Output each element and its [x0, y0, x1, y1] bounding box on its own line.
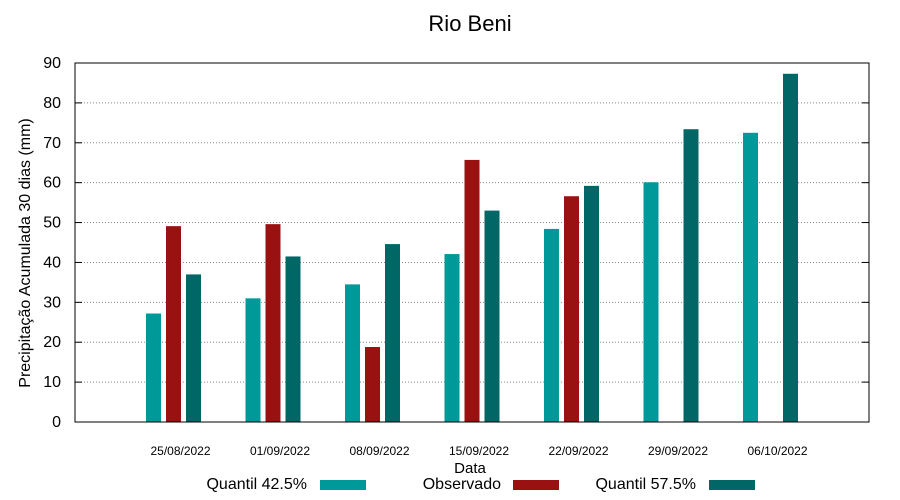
y-axis: 0 10 20 30 40 50 60 70 80 90 [43, 55, 869, 431]
y-tick-label: 70 [43, 135, 61, 152]
y-tick-label: 60 [43, 175, 61, 192]
bar-quantil-57-5 [285, 256, 301, 422]
bars [146, 73, 798, 423]
y-tick-label: 0 [52, 414, 61, 431]
bar-quantil-42-5 [444, 254, 460, 422]
bar-quantil-57-5 [783, 73, 798, 423]
x-tick-label: 15/09/2022 [449, 444, 509, 458]
bar-quantil-42-5 [345, 284, 360, 422]
y-tick-label: 40 [43, 254, 61, 271]
legend-swatch [709, 480, 755, 490]
x-tick-label: 08/09/2022 [349, 444, 409, 458]
legend-swatch [513, 480, 559, 490]
legend-label: Quantil 42.5% [206, 476, 307, 493]
bar-quantil-42-5 [743, 132, 758, 423]
bar-quantil-42-5 [245, 298, 261, 422]
x-tick-label: 01/09/2022 [250, 444, 310, 458]
x-axis-label: Data [454, 460, 486, 477]
x-axis: 25/08/2022 01/09/2022 08/09/2022 15/09/2022… [150, 444, 807, 458]
legend-label: Observado [423, 476, 501, 493]
bar-quantil-42-5 [643, 182, 659, 422]
bar-quantil-57-5 [584, 185, 599, 422]
bar-quantil-57-5 [683, 129, 699, 422]
legend: Quantil 42.5% Observado Quantil 57.5% [206, 476, 755, 493]
legend-label: Quantil 57.5% [595, 476, 696, 493]
bar-observado [564, 196, 579, 422]
x-tick-label: 25/08/2022 [150, 444, 210, 458]
y-tick-label: 90 [43, 55, 61, 72]
y-tick-label: 30 [43, 294, 61, 311]
x-tick-label: 29/09/2022 [648, 444, 708, 458]
bar-observado [265, 224, 281, 422]
grid-lines [75, 102, 869, 383]
bar-observado [365, 347, 380, 422]
legend-swatch [320, 480, 366, 490]
y-tick-label: 80 [43, 95, 61, 112]
bar-quantil-57-5 [484, 210, 500, 422]
plot-frame [74, 62, 870, 423]
bar-quantil-57-5 [186, 274, 201, 422]
chart-title: Rio Beni [428, 11, 511, 36]
bar-quantil-42-5 [544, 228, 559, 422]
x-tick-label: 06/10/2022 [747, 444, 807, 458]
y-tick-label: 10 [43, 374, 61, 391]
bar-observado [464, 159, 480, 422]
bar-quantil-57-5 [385, 244, 400, 422]
y-tick-label: 20 [43, 334, 61, 351]
y-tick-label: 50 [43, 215, 61, 232]
bar-quantil-42-5 [146, 313, 161, 422]
bar-observado [166, 226, 181, 422]
y-axis-label: Precipitação Acumulada 30 dias (mm) [17, 118, 34, 387]
x-tick-label: 22/09/2022 [548, 444, 608, 458]
